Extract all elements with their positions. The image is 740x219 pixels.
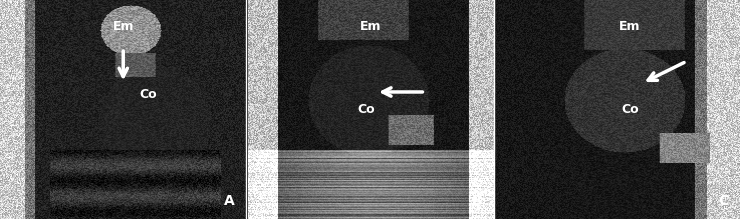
Text: Co: Co: [357, 103, 375, 116]
Text: Em: Em: [619, 20, 641, 33]
Text: Em: Em: [112, 20, 134, 33]
Text: Em: Em: [360, 20, 382, 33]
Text: B: B: [472, 194, 482, 208]
Text: A: A: [223, 194, 235, 208]
Text: C: C: [719, 194, 729, 208]
Text: Co: Co: [139, 88, 157, 101]
Text: Co: Co: [621, 103, 639, 116]
